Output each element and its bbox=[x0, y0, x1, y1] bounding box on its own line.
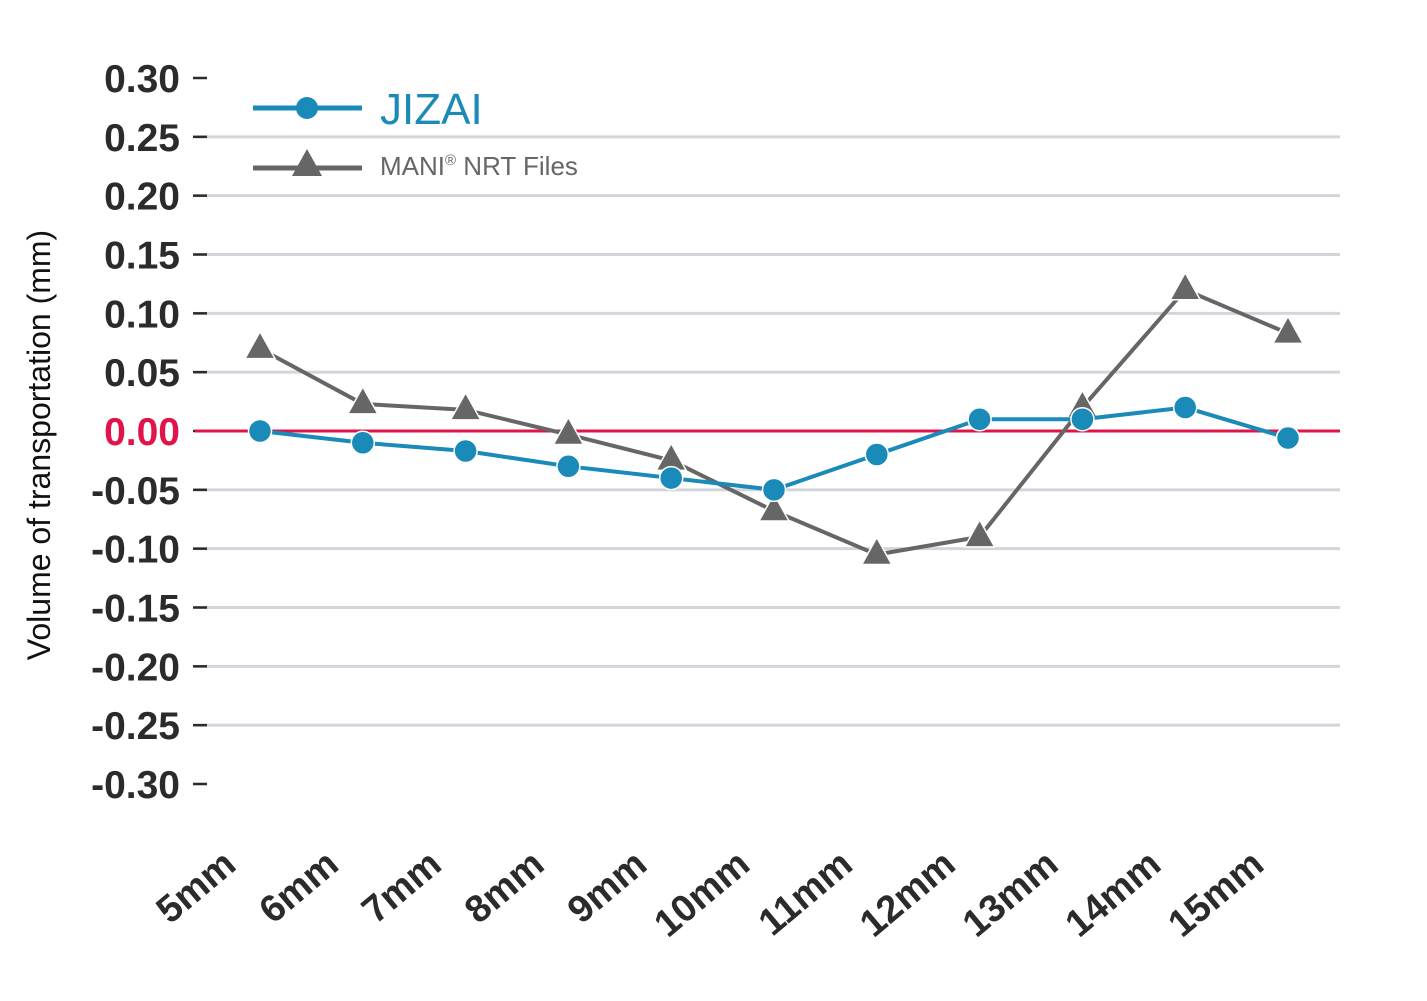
series-jizai bbox=[247, 395, 1301, 503]
data-point bbox=[658, 465, 684, 491]
data-point bbox=[1168, 271, 1202, 301]
y-axis-ticks: 0.30 0.25 0.20 0.15 0.10 0.05 0.00 -0.05 -0.10 -0… bbox=[91, 58, 207, 807]
legend-item-mani: MANI® NRT Files bbox=[253, 149, 578, 181]
legend-mani-marker bbox=[292, 149, 322, 176]
legend-item-jizai: JIZAI bbox=[253, 85, 483, 134]
x-tick-label: 13mm bbox=[955, 843, 1066, 946]
y-tick-label: 0.15 bbox=[104, 235, 180, 278]
data-point bbox=[346, 385, 380, 415]
x-tick-label: 14mm bbox=[1058, 843, 1169, 946]
legend-mani-suffix: NRT Files bbox=[456, 151, 578, 181]
data-point bbox=[350, 430, 376, 456]
y-tick-label: -0.05 bbox=[91, 470, 180, 513]
data-point bbox=[552, 415, 585, 446]
legend: JIZAI MANI® NRT Files bbox=[253, 85, 578, 181]
legend-mani-registered: ® bbox=[445, 152, 456, 169]
y-tick-label: 0.05 bbox=[104, 352, 180, 395]
y-tick-label: -0.20 bbox=[91, 646, 180, 689]
data-point bbox=[967, 406, 992, 432]
x-tick-label: 11mm bbox=[751, 843, 861, 944]
data-point bbox=[247, 418, 273, 444]
x-tick-label: 6mm bbox=[252, 843, 347, 932]
data-point bbox=[864, 442, 890, 467]
data-point bbox=[757, 492, 791, 522]
x-tick-label: 9mm bbox=[560, 843, 655, 932]
y-tick-label: -0.15 bbox=[91, 588, 180, 631]
x-tick-label: 12mm bbox=[852, 843, 963, 946]
y-tick-label: 0.25 bbox=[104, 117, 180, 160]
y-tick-label: 0.00 bbox=[104, 411, 180, 454]
y-tick-label: 0.10 bbox=[104, 293, 180, 336]
x-tick-label: 7mm bbox=[354, 843, 449, 932]
y-tick-label: -0.10 bbox=[91, 529, 180, 572]
x-tick-label: 10mm bbox=[647, 843, 758, 946]
series-line bbox=[259, 405, 1289, 492]
y-tick-label: 0.20 bbox=[104, 176, 180, 219]
data-point bbox=[243, 330, 277, 360]
x-tick-label: 5mm bbox=[149, 843, 244, 932]
series-group bbox=[243, 271, 1305, 566]
data-point bbox=[761, 477, 787, 503]
y-tick-label: -0.25 bbox=[91, 705, 180, 748]
legend-mani-label: MANI® NRT Files bbox=[380, 151, 578, 181]
data-point bbox=[1271, 314, 1305, 345]
data-point bbox=[963, 518, 996, 548]
legend-mani-text: MANI bbox=[380, 151, 445, 181]
data-point bbox=[449, 391, 482, 421]
y-axis-title: Volume of transportation (mm) bbox=[21, 230, 57, 660]
x-tick-label: 15mm bbox=[1161, 843, 1272, 946]
data-point bbox=[1070, 406, 1095, 432]
legend-jizai-label: JIZAI bbox=[380, 85, 483, 134]
data-point bbox=[860, 536, 894, 566]
data-point bbox=[453, 438, 478, 464]
data-point bbox=[1172, 395, 1198, 420]
series-mani-nrt bbox=[243, 271, 1305, 566]
legend-jizai-marker bbox=[296, 97, 318, 119]
data-point bbox=[556, 454, 581, 479]
x-tick-label: 8mm bbox=[457, 843, 552, 932]
y-tick-label: -0.30 bbox=[91, 764, 180, 807]
data-point bbox=[1275, 425, 1301, 451]
y-tick-label: 0.30 bbox=[104, 58, 180, 101]
